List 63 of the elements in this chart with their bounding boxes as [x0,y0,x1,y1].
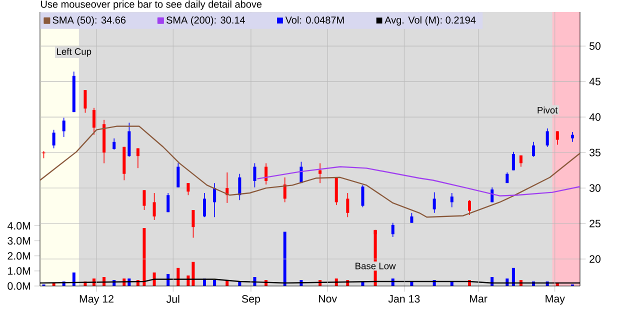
y-tick-label: 25 [590,220,600,228]
bar [213,280,216,286]
candlestick [556,130,559,146]
candlestick [92,107,96,136]
candlestick [468,200,471,216]
y2-tick-label: 1.0M [8,267,30,275]
candlestick [346,192,350,218]
candlestick [253,162,256,188]
candlestick [52,129,56,149]
y-tick-label: 35 [589,148,600,156]
y-tick-label: 20 [590,255,601,263]
legend-label: Avg. Vol (M): 0.2194 [384,16,476,26]
candlestick [532,142,536,158]
candlestick [203,192,206,218]
candlestick [142,190,146,210]
y2-tick-label: 3.0M [8,237,30,245]
annotation: Base Low [356,262,396,270]
candlestick [62,117,66,138]
annotation: Left Cup [57,48,92,57]
y2-tick-label: 0.0M [8,282,30,290]
x-tick-label: Jul [166,295,180,303]
candlestick [192,210,195,238]
x-tick-label: Jan 13 [388,295,420,303]
x-tick-label: May [546,295,565,305]
candlestick [546,128,549,148]
y-tick-label: 30 [589,184,601,192]
line-series [40,126,580,218]
legend-label: SMA (50): 34.66 [52,16,126,26]
annotation: Pivot [538,106,558,114]
bar [512,268,515,286]
y-tick-label: 50 [589,42,601,50]
text: Use mouseover price bar to see daily detail above [41,0,262,10]
candlestick [512,151,515,171]
candlestick [570,132,574,142]
candlestick [84,90,87,114]
x-tick-label: Sep [242,295,260,305]
y-tick-label: 45 [589,78,600,86]
candlestick [176,162,180,188]
candlestick [318,162,322,184]
candlestick [186,182,190,196]
candlestick [152,192,156,220]
y-tick-label: 40 [589,113,601,121]
bar [142,228,146,286]
candlestick [136,148,140,169]
candlestick [410,212,414,224]
candlestick [166,192,170,213]
candlestick [213,182,216,218]
x-tick-label: Nov [318,295,338,303]
candlestick [391,222,394,238]
x-tick-label: May 12 [80,295,114,305]
candlestick [238,173,242,201]
bar [192,262,195,286]
legend-label: Vol: 0.0487M [285,16,344,24]
candlestick [112,138,116,150]
candlestick [450,192,454,208]
candlestick [361,184,364,208]
y2-tick-label: 4.0M [7,222,30,230]
candlestick [432,192,436,214]
candlestick [283,176,286,203]
legend-label: SMA (200): 30.14 [166,16,246,26]
y2-tick-label: 2.0M [8,252,30,260]
x-tick-label: Mar [470,295,488,303]
candlestick [264,162,268,185]
